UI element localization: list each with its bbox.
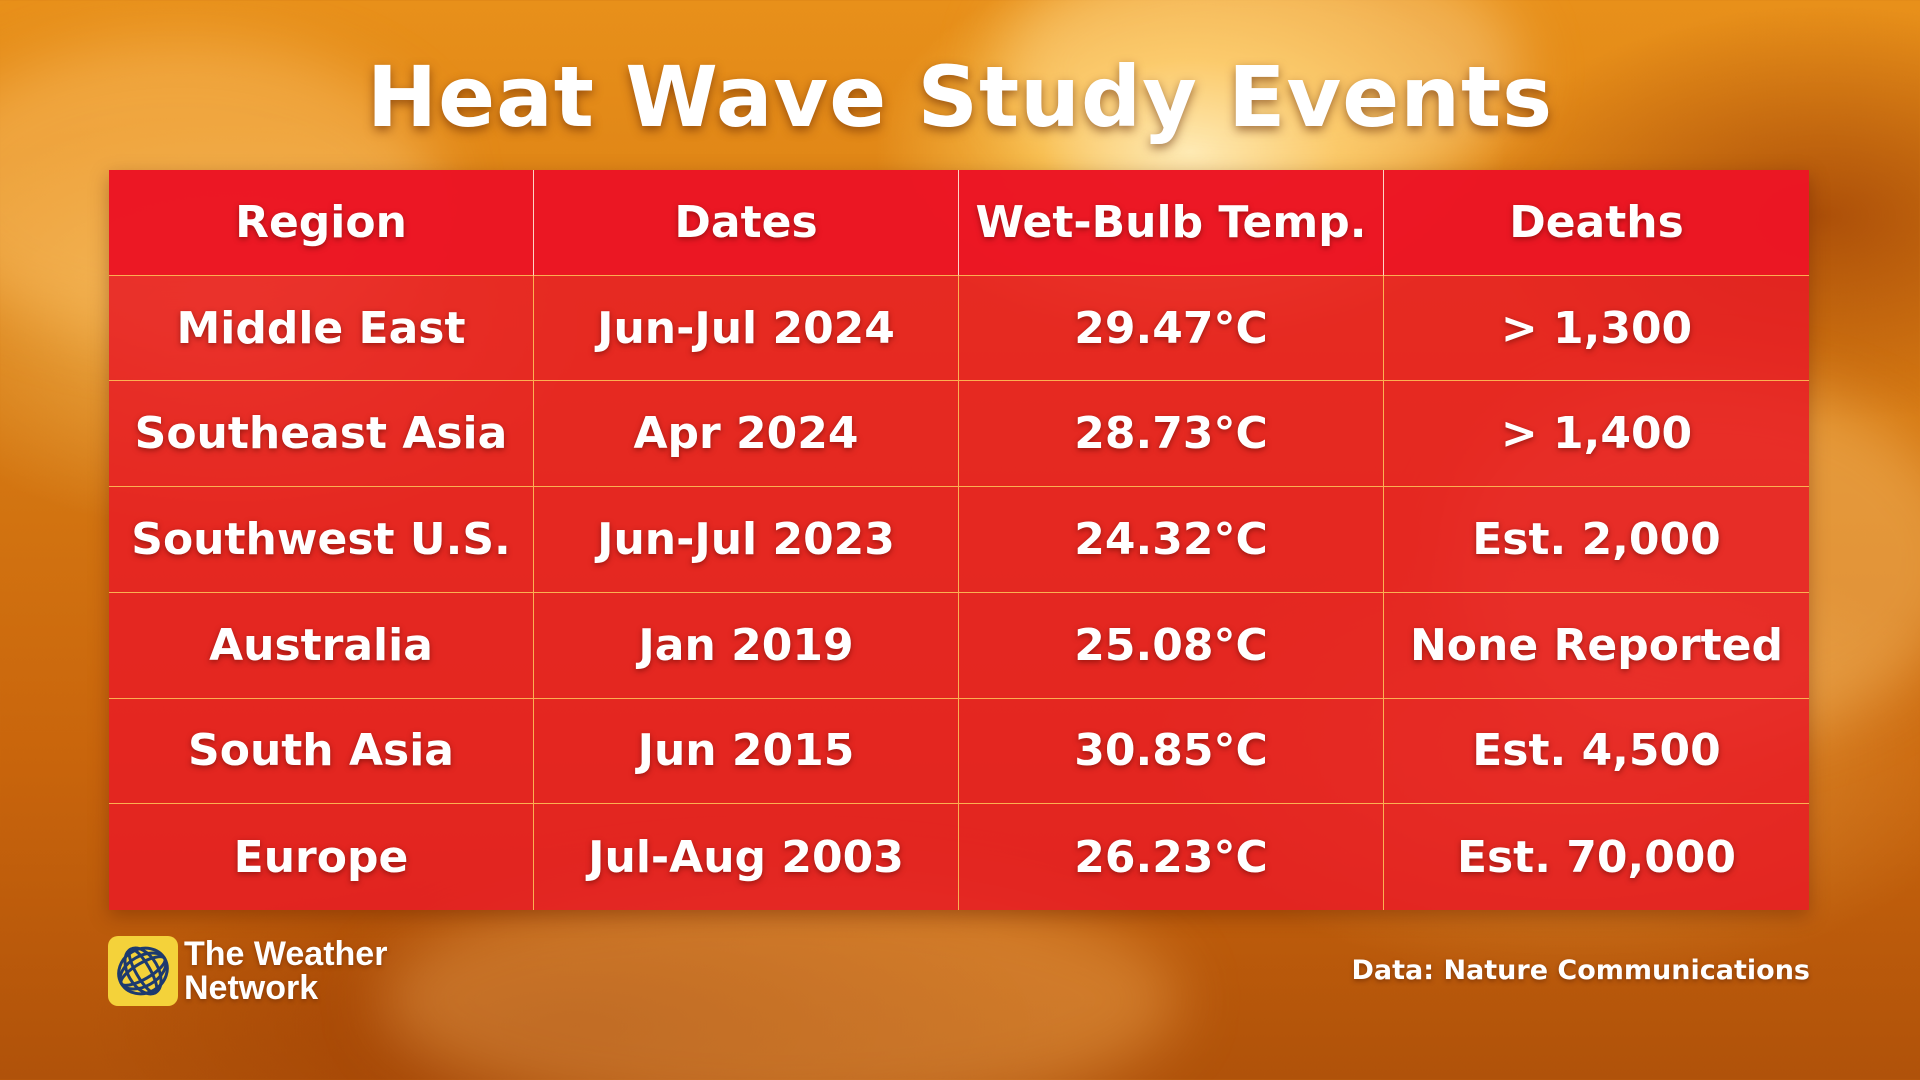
weather-network-logo: The Weather Network xyxy=(108,936,387,1006)
table-cell-dates: Jul-Aug 2003 xyxy=(534,804,959,910)
data-source-credit: Data: Nature Communications xyxy=(1351,955,1811,986)
table-cell-dates: Jan 2019 xyxy=(534,592,959,699)
table-cell-region: Southwest U.S. xyxy=(109,487,534,593)
page-title: Heat Wave Study Events xyxy=(366,48,1554,146)
table-cell-wet-bulb-temp: 29.47°C xyxy=(959,275,1384,382)
logo-line-1: The Weather xyxy=(184,935,388,973)
column-header-dates: Dates xyxy=(534,170,959,276)
column-header-deaths: Deaths xyxy=(1384,170,1809,276)
table-cell-wet-bulb-temp: 26.23°C xyxy=(959,804,1384,910)
globe-swirl-icon xyxy=(108,936,178,1006)
table-cell-dates: Jun-Jul 2023 xyxy=(534,487,959,593)
heatwave-table: Region Dates Wet-Bulb Temp. Deaths Middl… xyxy=(109,170,1809,910)
table-cell-dates: Jun-Jul 2024 xyxy=(534,275,959,382)
table-cell-region: South Asia xyxy=(109,698,534,805)
column-header-region: Region xyxy=(109,170,534,276)
table-cell-wet-bulb-temp: 25.08°C xyxy=(959,592,1384,699)
table-cell-region: Australia xyxy=(109,592,534,699)
table-cell-deaths: Est. 4,500 xyxy=(1384,699,1809,805)
table-cell-deaths: > 1,300 xyxy=(1384,276,1809,382)
table-cell-region: Southeast Asia xyxy=(109,381,534,488)
table-cell-deaths: > 1,400 xyxy=(1384,381,1809,488)
column-header-wet-bulb-temp: Wet-Bulb Temp. xyxy=(959,170,1384,276)
table-cell-dates: Apr 2024 xyxy=(534,381,959,488)
logo-wordmark: The Weather Network xyxy=(184,937,387,1005)
table-cell-region: Europe xyxy=(109,804,534,910)
table-cell-deaths: Est. 70,000 xyxy=(1456,831,1737,883)
table-cell-wet-bulb-temp: 30.85°C xyxy=(959,698,1384,805)
table-cell-wet-bulb-temp: 28.73°C xyxy=(959,381,1384,488)
table-cell-dates: Jun 2015 xyxy=(534,698,959,805)
table-cell-deaths: None Reported xyxy=(1384,593,1809,699)
logo-line-2: Network xyxy=(184,969,319,1007)
table-cell-wet-bulb-temp: 24.32°C xyxy=(959,487,1384,593)
table-cell-deaths: Est. 2,000 xyxy=(1384,487,1809,593)
table-cell-region: Middle East xyxy=(109,275,534,382)
background-cloud xyxy=(380,880,1180,1080)
